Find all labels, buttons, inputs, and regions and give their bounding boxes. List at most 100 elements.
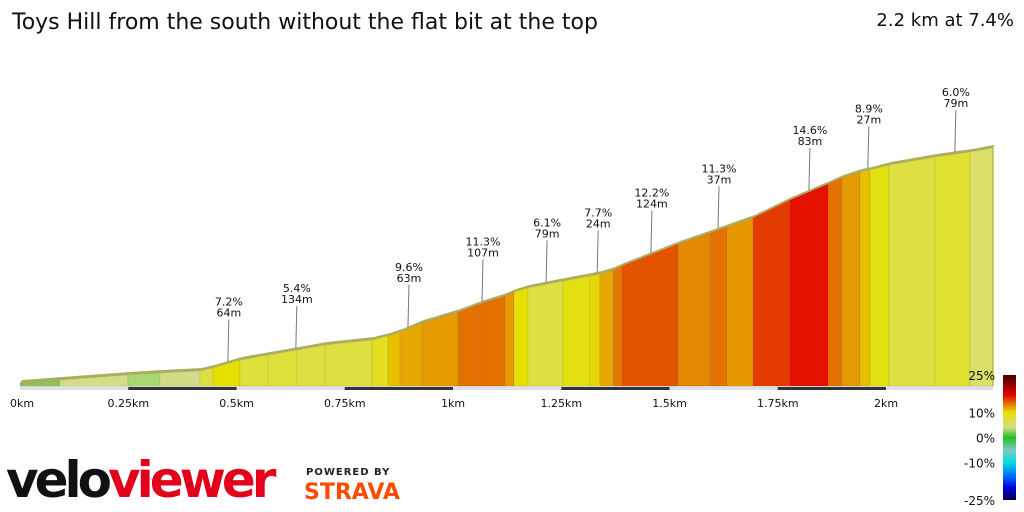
scale-bar-block bbox=[453, 387, 562, 390]
annotation-length: 107m bbox=[467, 246, 499, 259]
profile-top-edge bbox=[159, 367, 203, 373]
scale-bar-block bbox=[344, 387, 453, 390]
legend-label: 10% bbox=[968, 407, 995, 421]
gradient-segment bbox=[969, 147, 994, 387]
profile-top-edge bbox=[789, 181, 830, 200]
annotation-length: 124m bbox=[636, 198, 668, 211]
legend-label: 0% bbox=[976, 432, 995, 446]
gradient-segment bbox=[599, 269, 614, 387]
annotation-gradient: 9.6% bbox=[395, 261, 423, 274]
gradient-segment bbox=[399, 322, 423, 387]
scale-bar-block bbox=[128, 387, 237, 390]
strava-logo: STRAVA bbox=[304, 480, 400, 505]
profile-top-edge bbox=[20, 376, 62, 383]
profile-top-edge bbox=[562, 273, 592, 281]
profile-top-edge bbox=[504, 288, 517, 297]
annotation-gradient: 12.2% bbox=[634, 187, 669, 200]
scale-bar-block bbox=[777, 387, 886, 390]
annotation-gradient: 11.3% bbox=[466, 235, 501, 248]
gradient-segment bbox=[296, 344, 326, 387]
scale-bar-block bbox=[20, 387, 129, 390]
gradient-segment bbox=[127, 372, 161, 387]
profile-top-edge bbox=[324, 336, 375, 346]
x-tick-label: 1.5km bbox=[652, 397, 687, 410]
gradient-segment bbox=[457, 303, 481, 387]
x-tick-label: 1km bbox=[441, 397, 465, 410]
x-tick-label: 1.25km bbox=[540, 397, 582, 410]
gradient-segment bbox=[789, 183, 829, 387]
annotation-leader-line bbox=[954, 110, 957, 153]
profile-top-edge bbox=[727, 214, 756, 228]
annotation-length: 37m bbox=[707, 173, 732, 186]
profile-top-edge bbox=[710, 224, 730, 233]
gradient-segment bbox=[612, 265, 623, 387]
annotation-gradient: 7.2% bbox=[215, 296, 243, 309]
profile-top-edge bbox=[934, 148, 973, 158]
scale-bar-block bbox=[236, 387, 345, 390]
annotation-leader-line bbox=[295, 306, 298, 349]
x-tick-label: 0.75km bbox=[324, 397, 366, 410]
gradient-segment bbox=[324, 339, 373, 387]
annotation-length: 24m bbox=[586, 218, 611, 231]
annotation-leader-line bbox=[481, 259, 484, 302]
profile-top-edge bbox=[239, 352, 271, 360]
gradient-segment bbox=[859, 169, 871, 387]
annotation-gradient: 6.1% bbox=[533, 216, 561, 229]
gradient-segment bbox=[726, 217, 754, 387]
profile-top-edge bbox=[421, 308, 461, 323]
profile-top-edge bbox=[127, 370, 162, 376]
gradient-segment bbox=[888, 156, 936, 387]
profile-top-edge bbox=[753, 196, 792, 218]
chart-title: Toys Hill from the south without the fla… bbox=[12, 10, 598, 35]
gradient-segment bbox=[199, 367, 214, 387]
annotation-gradient: 11.3% bbox=[702, 162, 737, 175]
profile-top-edge bbox=[527, 277, 565, 288]
profile-top-edge bbox=[841, 168, 863, 178]
profile-top-edge bbox=[268, 346, 300, 356]
x-tick-label: 0.25km bbox=[107, 397, 149, 410]
scale-bar-block bbox=[669, 387, 778, 390]
annotation-leader-line bbox=[407, 284, 410, 327]
annotation-leader-line bbox=[545, 240, 548, 283]
profile-top-edge bbox=[970, 144, 995, 152]
profile-top-edge bbox=[400, 320, 424, 332]
annotation-gradient: 14.6% bbox=[792, 124, 827, 137]
annotation-leader-line bbox=[808, 147, 811, 190]
gradient-segment bbox=[527, 280, 564, 387]
gradient-segment bbox=[621, 243, 679, 387]
profile-top-edge bbox=[388, 328, 403, 337]
gradient-segment bbox=[239, 354, 269, 387]
annotation-length: 83m bbox=[798, 135, 823, 148]
gradient-segment bbox=[267, 349, 298, 387]
profile-top-edge bbox=[589, 271, 602, 277]
annotation-gradient: 5.4% bbox=[283, 282, 311, 295]
profile-top-edge bbox=[621, 241, 681, 267]
profile-top-edge bbox=[59, 372, 130, 380]
profile-top-edge bbox=[514, 284, 530, 292]
legend-label: -10% bbox=[964, 457, 995, 471]
gradient-segment bbox=[371, 335, 389, 387]
annotation-leader-line bbox=[717, 186, 720, 229]
annotation-length: 63m bbox=[397, 272, 422, 285]
profile-top-edge bbox=[372, 333, 391, 340]
x-tick-label: 0km bbox=[10, 397, 34, 410]
gradient-segment bbox=[589, 273, 601, 387]
annotation-length: 134m bbox=[281, 293, 313, 306]
gradient-segment bbox=[421, 311, 459, 387]
gradient-segment bbox=[841, 171, 861, 387]
gradient-segment bbox=[869, 164, 890, 387]
gradient-segment bbox=[752, 199, 791, 387]
scale-bar-block bbox=[561, 387, 670, 390]
annotation-length: 79m bbox=[943, 97, 968, 110]
profile-top-edge bbox=[613, 263, 624, 270]
gradient-segment bbox=[387, 331, 401, 387]
powered-by-text: POWERED BY bbox=[306, 467, 391, 478]
profile-top-edge bbox=[599, 266, 616, 275]
gradient-segment bbox=[677, 232, 711, 387]
scale-bar-block bbox=[886, 387, 993, 390]
gradient-color-legend bbox=[1003, 375, 1016, 500]
veloviewer-logo: veloviewer bbox=[6, 451, 276, 509]
annotation-leader-line bbox=[596, 230, 599, 273]
annotation-length: 64m bbox=[216, 307, 241, 320]
